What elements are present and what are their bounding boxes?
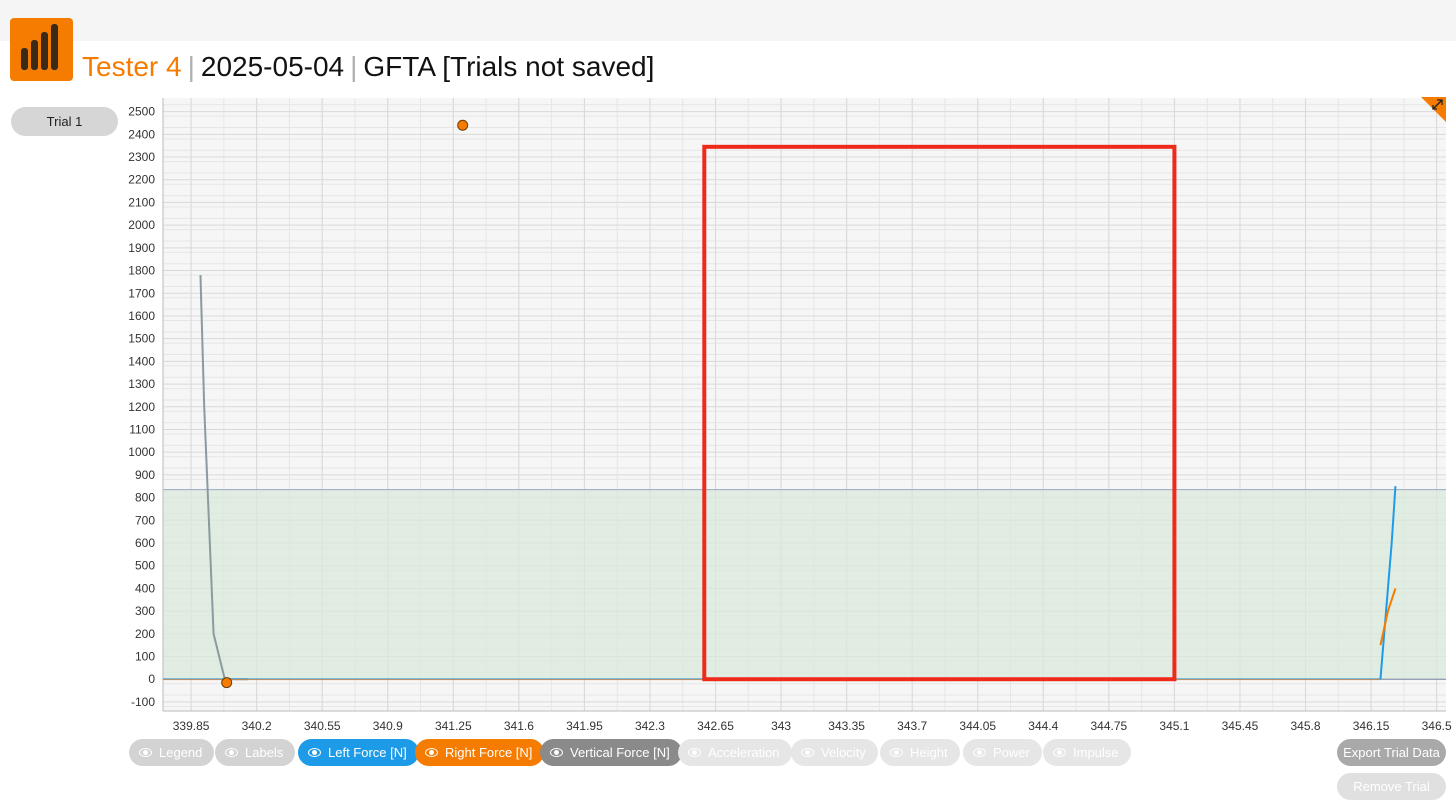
y-tick-label: -100 [131,695,155,709]
y-tick-label: 0 [148,672,155,686]
x-tick-label: 342.65 [697,719,734,733]
y-tick-label: 2200 [128,173,155,187]
x-tick-label: 340.2 [242,719,272,733]
x-tick-label: 341.25 [435,719,472,733]
toggle-label: Velocity [821,745,866,760]
eye-icon [139,748,152,758]
x-tick-label: 344.75 [1091,719,1128,733]
y-tick-label: 1000 [128,445,155,459]
toggle-label: Height [910,745,948,760]
y-tick-label: 2000 [128,218,155,232]
event-marker[interactable] [457,119,469,131]
session-date: 2025-05-04 [200,51,345,82]
y-tick-label: 2400 [128,127,155,141]
y-tick-label: 2100 [128,195,155,209]
toggle-acceleration[interactable]: Acceleration [678,739,792,766]
y-tick-label: 200 [135,627,155,641]
y-tick-label: 1300 [128,377,155,391]
toggle-vertical-force[interactable]: Vertical Force [N] [540,739,682,766]
x-tick-label: 342.3 [635,719,665,733]
y-tick-label: 1900 [128,241,155,255]
page-title: Tester 4 | 2025-05-04 | GFTA [Trials not sav… [82,50,654,84]
toggle-label: Left Force [N] [328,745,407,760]
eye-icon [801,748,814,758]
toggle-label: Power [993,745,1030,760]
force-chart[interactable]: 339.85 340.2 340.55 340.9 341.25 341.6 341.95 3… [0,95,1456,740]
x-tick-label: 343.35 [828,719,865,733]
toggle-label: Legend [159,745,203,760]
toggle-legend[interactable]: Legend [129,739,215,766]
eye-icon [308,748,321,758]
y-tick-label: 600 [135,536,155,550]
x-tick-label: 343 [771,719,791,733]
toggle-label: Acceleration [708,745,780,760]
app-logo[interactable] [10,18,73,81]
test-name: GFTA [Trials not saved] [363,51,655,82]
eye-icon [225,748,238,758]
threshold-band [163,489,1446,680]
highlight-box [702,144,1177,682]
eye-icon [1053,748,1066,758]
eye-icon [890,748,903,758]
toggle-impulse[interactable]: Impulse [1043,739,1131,766]
series-right-force [1379,588,1397,646]
y-tick-label: 700 [135,513,155,527]
export-trial-data-button[interactable]: Export Trial Data [1337,739,1446,766]
y-tick-label: 500 [135,559,155,573]
trial-1-button[interactable]: Trial 1 [11,107,118,136]
expand-icon [1421,97,1446,122]
x-tick-label: 339.85 [173,719,210,733]
toggle-label: Right Force [N] [445,745,533,760]
toggle-label: Vertical Force [N] [570,745,670,760]
y-tick-label: 900 [135,468,155,482]
y-tick-label: 400 [135,581,155,595]
y-tick-label: 1700 [128,286,155,300]
x-tick-label: 346.5 [1422,719,1452,733]
title-separator: | [187,51,195,82]
x-tick-label: 340.55 [304,719,341,733]
top-bar [0,0,1456,41]
x-tick-label: 345.45 [1222,719,1259,733]
x-tick-label: 343.7 [897,719,927,733]
y-tick-label: 100 [135,650,155,664]
y-tick-label: 300 [135,604,155,618]
eye-icon [973,748,986,758]
y-tick-label: 1500 [128,332,155,346]
y-tick-label: 800 [135,491,155,505]
y-tick-label: 2300 [128,150,155,164]
toggle-power[interactable]: Power [963,739,1042,766]
y-tick-label: 1400 [128,354,155,368]
tester-name: Tester 4 [82,51,182,82]
toggle-left-force[interactable]: Left Force [N] [298,739,419,766]
x-tick-label: 341.95 [566,719,603,733]
expand-chart-button[interactable] [1421,97,1446,122]
toggle-right-force[interactable]: Right Force [N] [415,739,545,766]
x-tick-label: 340.9 [373,719,403,733]
eye-icon [425,748,438,758]
series-left-force [1379,486,1397,680]
x-tick-label: 346.15 [1353,719,1390,733]
x-tick-label: 341.6 [504,719,534,733]
y-tick-label: 1800 [128,264,155,278]
remove-trial-button[interactable]: Remove Trial [1337,773,1446,800]
toggle-velocity[interactable]: Velocity [791,739,878,766]
y-tick-label: 1200 [128,400,155,414]
title-separator: | [350,51,358,82]
eye-icon [688,748,701,758]
toggle-label: Impulse [1073,745,1119,760]
x-tick-label: 344.4 [1028,719,1058,733]
toggle-labels[interactable]: Labels [215,739,296,766]
eye-icon [550,748,563,758]
x-tick-label: 345.1 [1159,719,1189,733]
x-tick-label: 344.05 [959,719,996,733]
toggle-height[interactable]: Height [880,739,960,766]
x-tick-label: 345.8 [1291,719,1321,733]
event-marker[interactable] [221,677,233,689]
toggle-label: Labels [245,745,284,760]
y-tick-label: 1100 [129,422,155,436]
y-tick-label: 2500 [128,105,155,119]
y-tick-label: 1600 [128,309,155,323]
